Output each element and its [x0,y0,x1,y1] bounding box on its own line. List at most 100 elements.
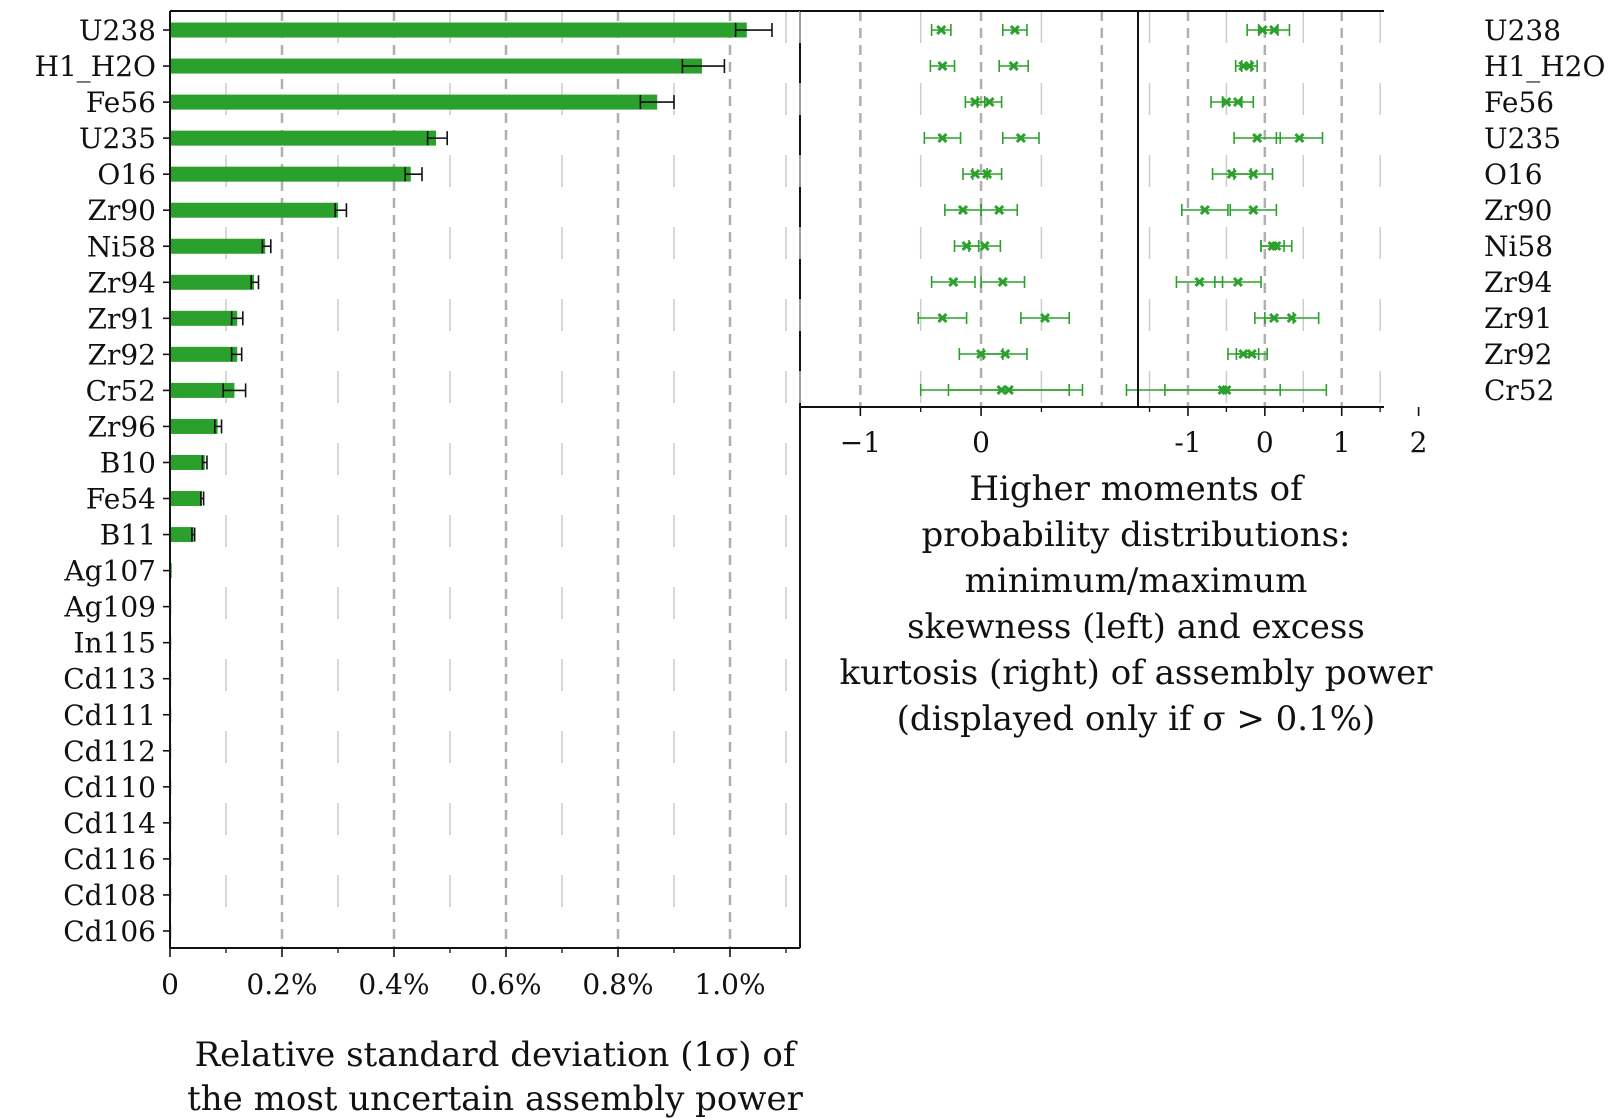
chart-title-line: probability distributions: [922,515,1351,555]
moment-marker [997,276,1008,288]
bar [170,418,218,434]
category-label: Ni58 [87,230,156,263]
moment-marker [1252,132,1263,144]
category-label: Cr52 [1484,374,1554,407]
x-tick-label: 1.0% [694,968,765,1001]
moment-marker [1194,276,1205,288]
moment-marker [1248,204,1259,216]
x-tick-label: -1 [1174,426,1201,459]
left-chart-bars [170,22,773,939]
category-label: Fe56 [86,86,156,119]
category-label: O16 [1484,158,1543,191]
moment-marker [937,312,948,324]
moment-marker [1039,312,1051,324]
category-label: U235 [79,122,156,155]
category-label: Cd111 [63,699,156,732]
category-label: Ni58 [1484,230,1553,263]
category-label: B11 [100,519,156,552]
chart-title-line: kurtosis (right) of assembly power [839,653,1433,693]
right-chart-x-ticks: −1 0 -1 0 1 2 [799,407,1428,459]
moment-marker [937,60,948,72]
moment-marker [984,96,995,108]
bar [170,130,436,146]
moment-marker [1009,24,1020,36]
category-label: Fe56 [1484,86,1554,119]
category-label: U235 [1484,122,1561,155]
x-tick-label: 0.6% [470,968,541,1001]
bar [170,346,238,362]
category-label: Zr94 [88,266,156,299]
moment-marker [1269,24,1280,36]
left-chart-category-labels: U238H1_H2OFe56U235O16Zr90Ni58Zr94Zr91Zr9… [35,14,156,948]
moment-marker [982,168,993,180]
category-label: Zr90 [1484,194,1552,227]
bar [170,166,411,182]
bar [170,94,658,110]
category-label: Zr94 [1484,266,1552,299]
x-tick-label: 0.2% [246,968,317,1001]
category-label: U238 [1484,14,1561,47]
category-label: Zr96 [88,410,156,443]
bar [170,382,235,398]
moment-marker [948,276,959,288]
x-tick-label: 0 [1256,426,1274,459]
category-label: Fe54 [86,483,156,516]
moment-marker [1244,60,1255,72]
x-tick-label: −1 [840,426,881,459]
bar [170,202,338,218]
moment-marker [1000,348,1011,360]
chart-title-line: Higher moments of [969,469,1305,509]
bar [170,238,266,254]
category-label: Cd113 [63,663,156,696]
moment-marker [957,204,969,216]
moment-marker [994,204,1005,216]
bar [170,310,238,326]
x-tick-label: 0.4% [358,968,429,1001]
moment-marker [1221,384,1232,396]
category-label: U238 [79,14,156,47]
moment-marker [1232,276,1244,288]
right-chart-points [917,24,1328,396]
moment-marker [1246,348,1257,360]
moment-marker [937,132,948,144]
chart-title-line: skewness (left) and excess [907,607,1365,647]
moment-marker [1248,168,1259,180]
moment-marker [1008,60,1019,72]
moment-marker [1015,132,1026,144]
category-label: Cd116 [63,843,156,876]
x-tick-label: 0.8% [582,968,653,1001]
category-label: Zr91 [1484,302,1552,335]
right-chart-title: Higher moments of probability distributio… [839,469,1433,739]
moment-marker [1271,240,1282,252]
x-tick-label: 0 [161,968,179,1001]
bar [170,527,194,543]
x-axis-label-line: the most uncertain assembly power [187,1079,803,1119]
category-label: Zr92 [88,338,156,371]
left-chart-x-ticks: 0 0.2% 0.4% 0.6% 0.8% 1.0% [161,948,787,1001]
bar [170,491,202,507]
moment-marker [936,24,947,36]
category-label: In115 [73,627,156,660]
x-tick-label: 0 [972,426,990,459]
category-label: Cd108 [63,879,156,912]
bar [170,454,205,470]
category-label: Zr90 [88,194,156,227]
x-tick-label: 2 [1410,426,1428,459]
category-label: O16 [97,158,156,191]
moment-marker [1232,96,1244,108]
left-chart-axes [163,10,801,949]
category-label: Cd110 [63,771,156,804]
chart-title-line: (displayed only if σ > 0.1%) [897,699,1376,739]
category-label: Zr91 [88,302,156,335]
chart-title-line: minimum/maximum [965,561,1308,601]
category-label: Zr92 [1484,338,1552,371]
moment-marker [1286,312,1297,324]
right-chart-category-labels: U238H1_H2OFe56U235O16Zr90Ni58Zr94Zr91Zr9… [1484,14,1605,407]
bar [170,22,747,38]
bar [170,58,702,74]
category-label: H1_H2O [1484,50,1605,83]
category-label: Cr52 [86,374,156,407]
right-chart-grid [799,11,1381,407]
